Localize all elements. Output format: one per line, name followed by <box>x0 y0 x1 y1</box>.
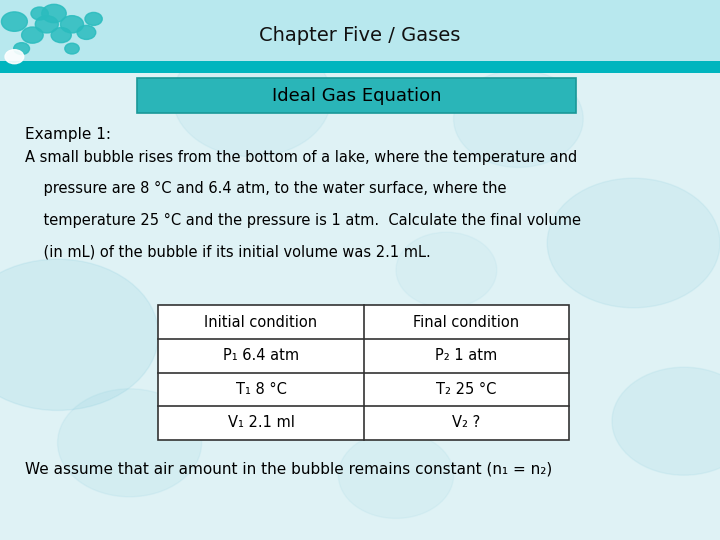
Circle shape <box>60 16 84 33</box>
Circle shape <box>42 4 66 23</box>
Circle shape <box>0 259 158 410</box>
Text: A small bubble rises from the bottom of a lake, where the temperature and: A small bubble rises from the bottom of … <box>25 150 577 165</box>
Bar <box>137 78 576 113</box>
Circle shape <box>338 432 454 518</box>
Text: (in mL) of the bubble if its initial volume was 2.1 mL.: (in mL) of the bubble if its initial vol… <box>25 244 431 259</box>
Text: Initial condition: Initial condition <box>204 315 318 329</box>
Text: Ideal Gas Equation: Ideal Gas Equation <box>271 87 441 105</box>
Text: T₂ 25 °C: T₂ 25 °C <box>436 382 496 397</box>
Circle shape <box>173 38 331 157</box>
Text: P₂ 1 atm: P₂ 1 atm <box>435 348 498 363</box>
Circle shape <box>85 12 102 25</box>
Text: Example 1:: Example 1: <box>25 127 111 142</box>
Circle shape <box>547 178 720 308</box>
Circle shape <box>58 389 202 497</box>
Circle shape <box>454 70 583 167</box>
Circle shape <box>35 16 58 33</box>
Circle shape <box>65 43 79 54</box>
Text: temperature 25 °C and the pressure is 1 atm.  Calculate the final volume: temperature 25 °C and the pressure is 1 … <box>25 213 581 228</box>
Circle shape <box>77 25 96 39</box>
Bar <box>0 61 720 73</box>
Circle shape <box>51 28 71 43</box>
Circle shape <box>14 43 30 55</box>
Text: pressure are 8 °C and 6.4 atm, to the water surface, where the: pressure are 8 °C and 6.4 atm, to the wa… <box>25 181 507 197</box>
Circle shape <box>396 232 497 308</box>
Circle shape <box>1 12 27 31</box>
Bar <box>158 305 569 440</box>
Text: Chapter Five / Gases: Chapter Five / Gases <box>259 25 461 45</box>
Text: V₂ ?: V₂ ? <box>452 415 480 430</box>
Text: V₁ 2.1 ml: V₁ 2.1 ml <box>228 415 294 430</box>
Text: We assume that air amount in the bubble remains constant (n₁ = n₂): We assume that air amount in the bubble … <box>25 461 552 476</box>
Circle shape <box>5 50 24 64</box>
Text: T₁ 8 °C: T₁ 8 °C <box>235 382 287 397</box>
Circle shape <box>22 27 43 43</box>
Circle shape <box>612 367 720 475</box>
Text: Final condition: Final condition <box>413 315 519 329</box>
Circle shape <box>31 7 48 20</box>
Text: P₁ 6.4 atm: P₁ 6.4 atm <box>223 348 299 363</box>
Bar <box>0 0 720 73</box>
